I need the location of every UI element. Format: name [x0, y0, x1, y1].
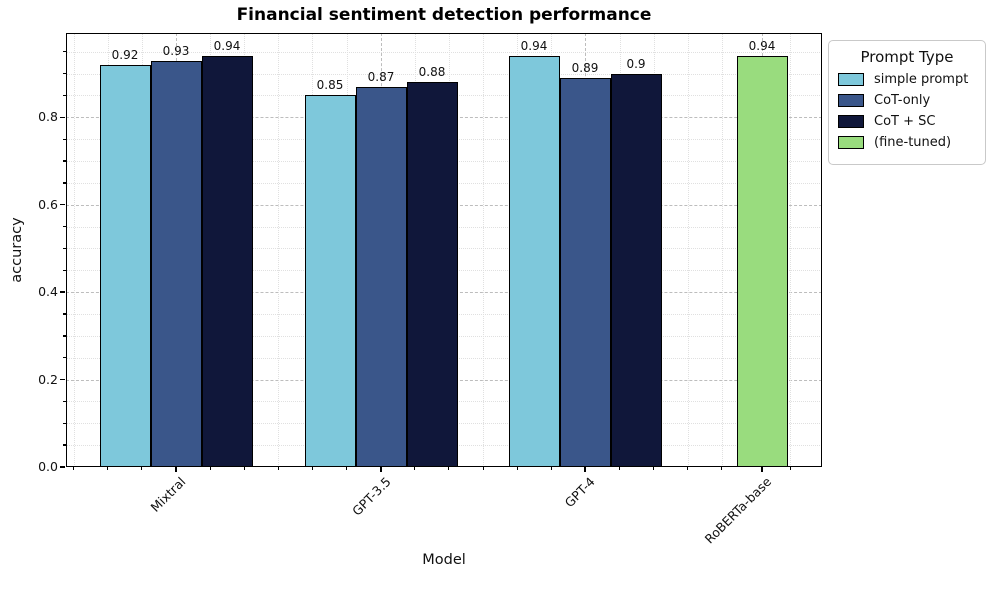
x-tick: [584, 467, 586, 472]
legend-item-label: simple prompt: [874, 72, 969, 87]
y-minor-tick: [62, 335, 66, 337]
x-minor-tick: [516, 467, 518, 470]
bar-value-label: 0.9: [626, 56, 646, 71]
bar-Mixtral-CoT + SC: [201, 56, 253, 467]
x-minor-tick: [653, 467, 655, 470]
bar-value-label: 0.94: [520, 39, 548, 54]
bar-Mixtral-CoT-only: [150, 60, 202, 467]
y-minor-tick: [62, 225, 66, 228]
x-tick: [380, 467, 382, 472]
bar-GPT-3.5-simple prompt: [304, 95, 356, 467]
y-minor-tick: [62, 94, 66, 97]
x-tick-label: GPT-4: [561, 474, 598, 511]
legend-item: CoT-only: [838, 93, 976, 108]
x-tick: [175, 467, 177, 472]
x-minor-tick: [311, 467, 313, 470]
bar-Mixtral-simple prompt: [99, 64, 151, 467]
y-tick-label: 0.6: [38, 196, 58, 212]
gridline-x-minor: [687, 33, 689, 467]
x-tick-label: Mixtral: [147, 474, 189, 515]
y-tick: [60, 116, 65, 119]
x-minor-tick: [619, 467, 621, 470]
x-minor-tick: [789, 467, 791, 470]
x-minor-tick: [550, 467, 552, 470]
y-minor-tick: [62, 269, 66, 271]
legend-swatch-icon: [838, 94, 864, 107]
x-minor-tick: [346, 467, 348, 470]
legend-item: (fine-tuned): [838, 135, 976, 150]
bar-GPT-4-CoT-only: [559, 78, 611, 467]
x-minor-tick: [414, 467, 416, 470]
y-minor-tick: [62, 313, 66, 315]
y-axis-label: accuracy: [9, 217, 25, 283]
x-minor-tick: [448, 467, 450, 470]
x-tick-label: RoBERTa-base: [702, 474, 775, 547]
x-minor-tick: [277, 467, 279, 470]
x-minor-tick: [482, 467, 484, 470]
y-minor-tick: [62, 444, 66, 446]
y-tick: [60, 466, 65, 468]
x-minor-tick: [687, 467, 689, 470]
bar-value-label: 0.92: [111, 47, 139, 62]
legend-item: simple prompt: [838, 72, 976, 87]
legend-items: simple prompt CoT-only CoT + SC (fine-tuned…: [838, 72, 976, 150]
y-minor-tick: [62, 72, 66, 75]
x-minor-tick: [73, 467, 75, 470]
y-tick-label: 0.4: [38, 284, 58, 300]
y-minor-tick: [62, 247, 66, 250]
bar-value-label: 0.88: [418, 65, 446, 80]
y-minor-tick: [62, 51, 66, 53]
bar-GPT-4-simple prompt: [508, 56, 560, 467]
bar-value-label: 0.94: [748, 39, 776, 54]
legend-item: CoT + SC: [838, 114, 976, 129]
bar-value-label: 0.87: [367, 69, 395, 84]
x-tick: [761, 467, 763, 472]
gridline-x-minor: [73, 33, 75, 467]
y-tick-label: 0.8: [38, 109, 58, 125]
chart-title: Financial sentiment detection performanc…: [236, 5, 652, 25]
x-minor-tick: [721, 467, 723, 470]
y-tick: [60, 291, 65, 293]
y-minor-tick: [62, 400, 66, 403]
gridline-x-minor: [483, 33, 485, 467]
y-minor-tick: [62, 182, 66, 184]
x-tick-label: GPT-3.5: [348, 474, 394, 519]
gridline-x-minor: [278, 33, 280, 467]
legend-title: Prompt Type: [860, 48, 954, 66]
y-minor-tick: [62, 160, 66, 162]
y-tick-label: 0.0: [38, 459, 58, 474]
y-minor-tick: [62, 138, 66, 140]
x-minor-tick: [141, 467, 143, 470]
gridline-x-minor: [721, 33, 723, 467]
legend-swatch-icon: [838, 73, 864, 86]
bar-value-label: 0.94: [213, 39, 241, 54]
x-minor-tick: [107, 467, 109, 470]
legend-swatch-icon: [838, 136, 864, 149]
legend-item-label: CoT + SC: [874, 114, 936, 129]
y-minor-tick: [62, 357, 66, 359]
legend-item-label: CoT-only: [874, 93, 931, 108]
bar-GPT-3.5-CoT + SC: [406, 82, 458, 467]
bar-value-label: 0.89: [571, 61, 599, 76]
x-minor-tick: [209, 467, 211, 470]
bar-GPT-4-CoT + SC: [610, 73, 662, 467]
bar-value-label: 0.85: [316, 78, 344, 93]
bar-RoBERTa-base-(fine-tuned): [736, 56, 788, 467]
legend-swatch-icon: [838, 115, 864, 128]
x-axis-label: Model: [422, 552, 466, 568]
legend: Prompt Type simple prompt CoT-only CoT + S…: [828, 40, 986, 165]
gridline-y-minor: [66, 73, 822, 75]
gridline-x-minor: [790, 33, 792, 467]
gridline-y-minor: [66, 51, 822, 53]
x-minor-tick: [243, 467, 245, 470]
y-tick: [60, 378, 65, 381]
y-tick-label: 0.2: [38, 371, 58, 387]
legend-item-label: (fine-tuned): [874, 135, 952, 150]
bar-GPT-3.5-CoT-only: [355, 86, 407, 467]
plot-area: 0.92 0.93 0.94 0.85 0.87 0.88 0.94 0.89 0.9 0.94: [66, 33, 822, 467]
y-minor-tick: [62, 422, 66, 424]
bar-value-label: 0.93: [162, 43, 190, 58]
y-tick: [60, 204, 65, 206]
